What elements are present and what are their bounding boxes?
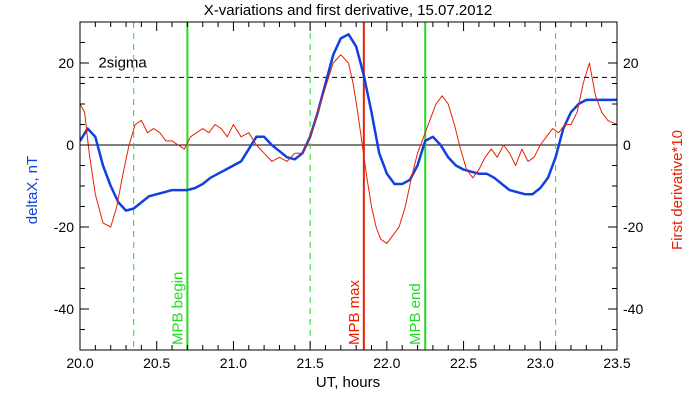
- y-tick-label-left-3: -40: [54, 301, 74, 317]
- plot-area: 2sigma MPB begin MPB max MPB end 20.0 20.5 21.…: [54, 21, 643, 371]
- y-axis: 20 20 0 0 -20 -20 -40 -40: [54, 21, 643, 351]
- x-tick-label-1: 20.5: [143, 355, 170, 371]
- x-tick-label-3: 21.5: [297, 355, 324, 371]
- series-line-1: [80, 54, 617, 244]
- x-axis-label: UT, hours: [316, 374, 380, 391]
- y-tick-label-right-2: -20: [623, 219, 643, 235]
- x-axis-title: UT, hours: [316, 374, 380, 391]
- vertical-line-label-3: MPB max: [346, 279, 363, 345]
- series-line-0: [80, 33, 617, 212]
- y-tick-label-right-0: 20: [623, 55, 639, 71]
- x-tick-label-5: 22.5: [450, 355, 477, 371]
- vertical-line-label-1: MPB begin: [169, 272, 186, 345]
- threshold-label: 2sigma: [98, 54, 147, 71]
- chart-title: X-variations and first derivative, 15.07…: [204, 2, 493, 19]
- y-tick-label-right-3: -40: [623, 301, 643, 317]
- y-axis-label-left: deltaX, nT: [24, 156, 41, 224]
- y-tick-label-left-2: -20: [54, 219, 74, 235]
- vertical-line-label-4: MPB end: [407, 283, 424, 345]
- y-tick-label-left-1: 0: [66, 137, 74, 153]
- x-tick-label-2: 21.0: [220, 355, 247, 371]
- x-tick-label-0: 20.0: [66, 355, 93, 371]
- x-tick-label-6: 23.0: [527, 355, 554, 371]
- y-tick-label-right-1: 0: [623, 137, 631, 153]
- plot-data: 2sigma MPB begin MPB max MPB end: [80, 22, 617, 350]
- x-axis: 20.0 20.5 21.0 21.5 22.0 22.5 23.0 23.5: [66, 22, 631, 371]
- x-tick-label-7: 23.5: [603, 355, 630, 371]
- y-tick-label-left-0: 20: [58, 55, 74, 71]
- x-tick-label-4: 22.0: [373, 355, 400, 371]
- y-axis-label-right: First derivative*10: [669, 130, 686, 250]
